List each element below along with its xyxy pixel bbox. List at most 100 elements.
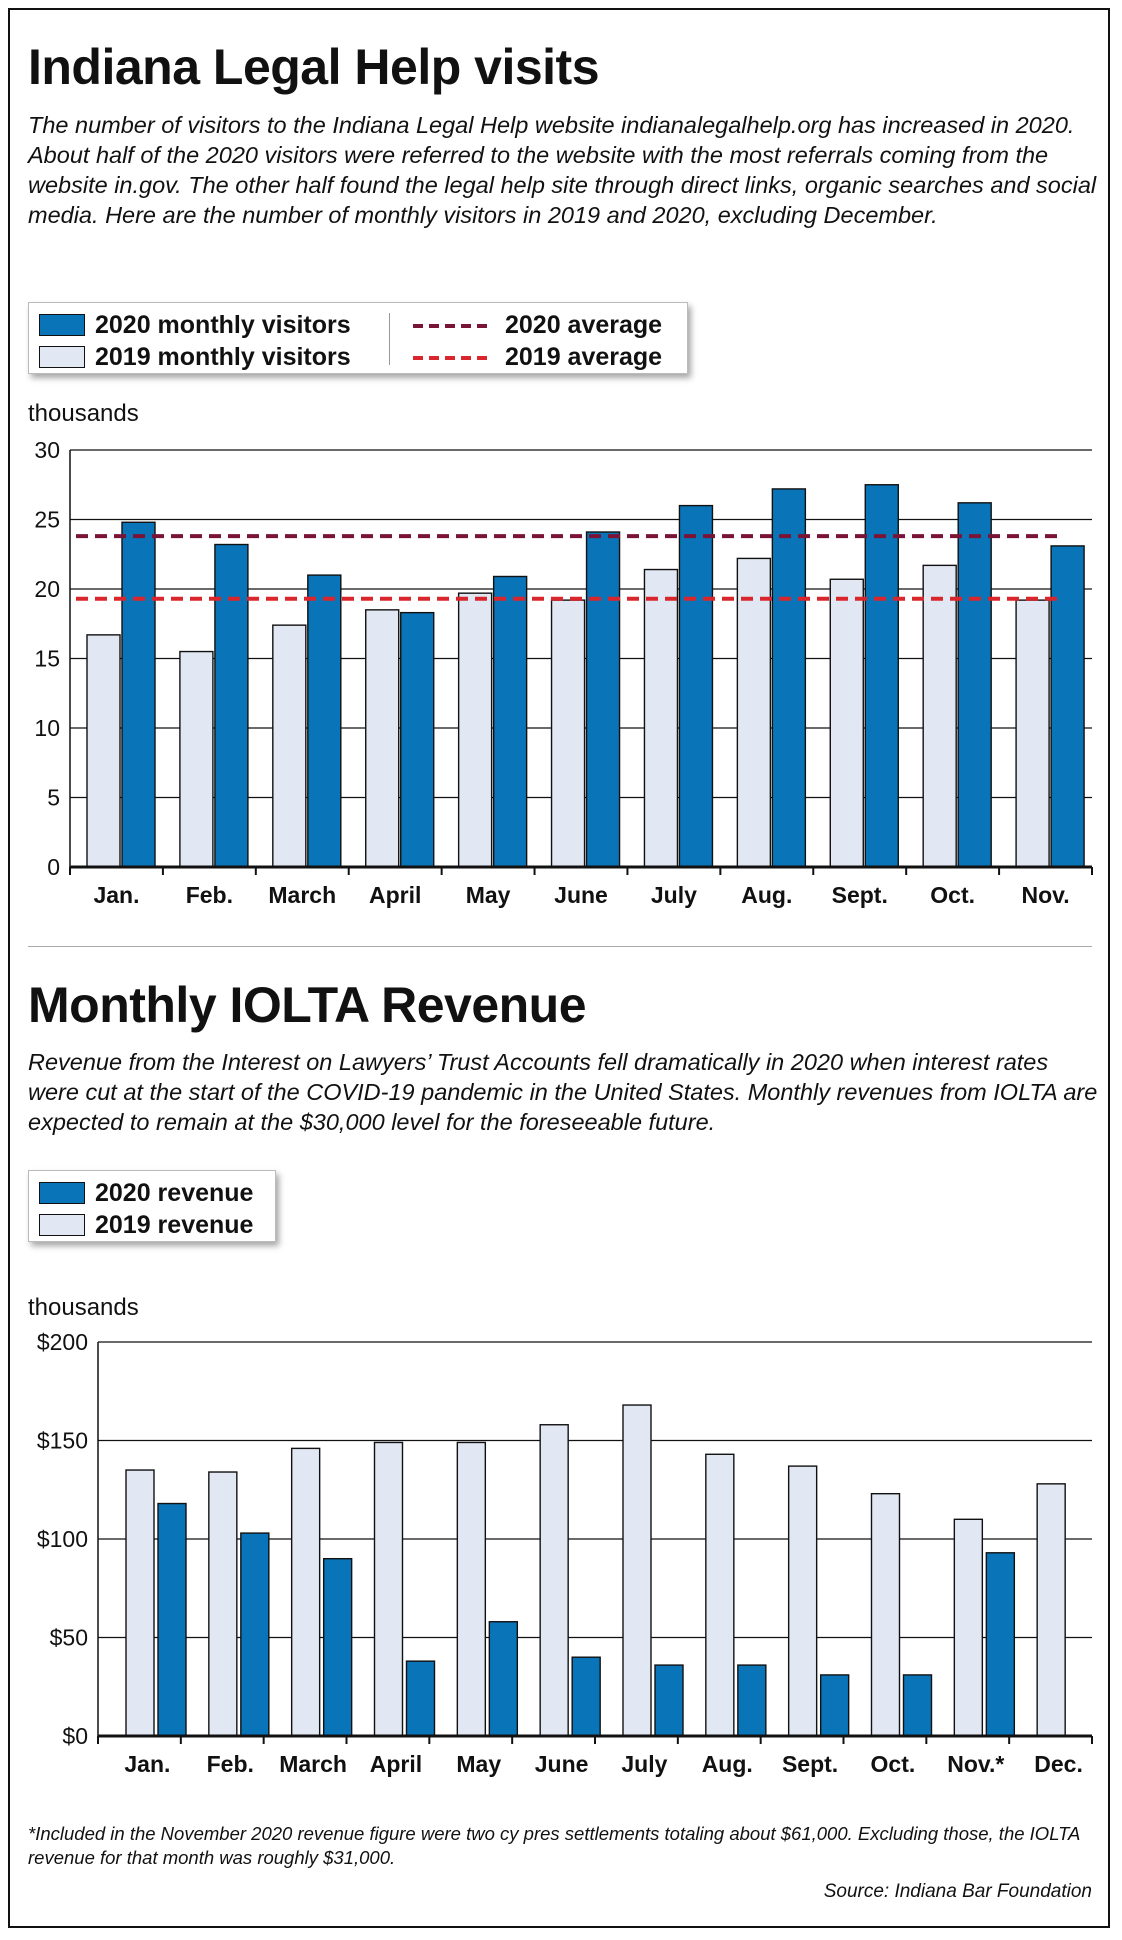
bar-2019 — [705, 1453, 735, 1737]
bar-2019 — [1015, 599, 1050, 868]
x-tick-label: June — [535, 1751, 589, 1777]
x-tick-label: July — [651, 882, 697, 908]
x-tick-label: Oct. — [871, 1751, 916, 1777]
iolta-unit-label: thousands — [28, 1294, 139, 1321]
visits-chart-title: Indiana Legal Help visits — [28, 39, 600, 95]
legend-swatch-2019-revenue — [39, 1214, 85, 1236]
bar-2020 — [400, 611, 435, 868]
bar-2019 — [457, 592, 493, 868]
bar-2019 — [922, 564, 957, 868]
bar-2019 — [86, 634, 121, 868]
visits-bar-chart: 0 5 10 15 20 25 30 Jan. Feb. March April May June Jul… — [34, 437, 1093, 908]
bar-2019 — [290, 1447, 321, 1737]
bar-2020 — [585, 531, 621, 868]
bar-2019 — [1036, 1483, 1066, 1737]
bar-2020 — [737, 1664, 767, 1737]
source-credit: Source: Indiana Bar Foundation — [823, 1881, 1092, 1902]
bar-2020 — [488, 1621, 519, 1737]
bar-2019 — [622, 1404, 652, 1737]
legend-line-2020-average — [413, 324, 493, 328]
legend-label-2019-revenue: 2019 revenue — [95, 1211, 254, 1239]
legend-line-2019-average — [413, 356, 493, 360]
bar-2020 — [214, 543, 249, 868]
bar-2019 — [643, 568, 679, 868]
bar-2019 — [373, 1441, 404, 1737]
bar-2020 — [864, 484, 899, 868]
x-tick-label: Aug. — [741, 882, 792, 908]
y-tick-label: 15 — [34, 646, 60, 672]
bar-2020 — [307, 574, 342, 868]
iolta-bar-chart: $0 $50 $100 $150 $200 Jan. Feb. March April May Ju… — [37, 1329, 1093, 1777]
bar-2019 — [208, 1471, 238, 1737]
x-tick-label: Nov.* — [947, 1751, 1004, 1777]
legend-label-2019-average: 2019 average — [505, 343, 663, 371]
bar-2020 — [678, 504, 714, 868]
iolta-chart-title: Monthly IOLTA Revenue — [28, 977, 587, 1033]
legend-label-2019-visitors: 2019 monthly visitors — [95, 343, 351, 371]
x-tick-label: April — [370, 1751, 422, 1777]
bar-2019 — [179, 650, 214, 868]
bar-2020 — [405, 1660, 436, 1737]
y-tick-label: 30 — [34, 437, 60, 463]
footnote: *Included in the November 2020 revenue f… — [28, 1823, 1080, 1868]
legend-swatch-2020-revenue — [39, 1182, 85, 1204]
x-tick-label: April — [369, 882, 421, 908]
y-tick-label: $200 — [37, 1329, 88, 1355]
x-tick-label: July — [621, 1751, 667, 1777]
x-tick-label: Nov. — [1021, 882, 1069, 908]
chart-frame — [8, 8, 1110, 1928]
bar-2020 — [985, 1552, 1016, 1737]
y-tick-label: $0 — [62, 1723, 88, 1749]
legend-swatch-2020 — [39, 314, 85, 336]
bar-2020 — [1050, 545, 1085, 868]
bar-2019 — [456, 1441, 487, 1737]
visits-unit-label: thousands — [28, 400, 139, 427]
y-tick-label: 0 — [47, 854, 60, 880]
x-tick-label: Dec. — [1034, 1751, 1083, 1777]
x-tick-label: Jan. — [93, 882, 139, 908]
visits-chart-description: The number of visitors to the Indiana Le… — [28, 112, 1097, 228]
bar-2020 — [654, 1664, 684, 1737]
bar-2019 — [870, 1492, 901, 1737]
bar-2019 — [787, 1465, 818, 1737]
bar-2019 — [272, 624, 307, 868]
bar-2019 — [539, 1424, 569, 1737]
bar-2020 — [322, 1557, 353, 1737]
x-tick-label: Jan. — [124, 1751, 170, 1777]
x-tick-label: March — [279, 1751, 347, 1777]
bar-2020 — [571, 1656, 601, 1737]
x-tick-label: Sept. — [782, 1751, 838, 1777]
y-tick-label: 20 — [34, 576, 60, 602]
legend-label-2020-average: 2020 average — [505, 311, 663, 339]
bar-2020 — [157, 1502, 187, 1737]
x-tick-label: Feb. — [207, 1751, 254, 1777]
bar-2019 — [365, 609, 400, 868]
y-tick-label: 5 — [47, 785, 60, 811]
iolta-chart-description: Revenue from the Interest on Lawyers’ Tr… — [28, 1049, 1098, 1135]
bar-2019 — [550, 599, 586, 868]
x-tick-label: Sept. — [832, 882, 888, 908]
bar-2020 — [957, 502, 992, 868]
y-tick-label: $50 — [50, 1625, 88, 1651]
x-tick-label: Feb. — [186, 882, 233, 908]
x-tick-label: Oct. — [930, 882, 975, 908]
y-tick-label: $150 — [37, 1428, 88, 1454]
legend-swatch-2019 — [39, 346, 85, 368]
section-divider — [28, 946, 1092, 947]
bar-2020 — [240, 1532, 270, 1737]
x-tick-label: June — [554, 882, 608, 908]
legend-label-2020-revenue: 2020 revenue — [95, 1179, 254, 1207]
bar-2020 — [902, 1674, 933, 1737]
bar-2019 — [953, 1518, 984, 1737]
x-tick-label: May — [456, 1751, 501, 1777]
visits-legend: 2020 monthly visitors 2019 monthly visit… — [28, 302, 688, 374]
y-tick-label: 10 — [34, 715, 60, 741]
bar-2020 — [771, 488, 807, 868]
bar-2019 — [736, 557, 772, 868]
y-tick-label: 25 — [34, 507, 60, 533]
bar-2020 — [121, 521, 156, 868]
x-tick-label: March — [268, 882, 336, 908]
bar-2020 — [819, 1674, 850, 1737]
legend-label-2020-visitors: 2020 monthly visitors — [95, 311, 351, 339]
x-tick-label: May — [466, 882, 511, 908]
